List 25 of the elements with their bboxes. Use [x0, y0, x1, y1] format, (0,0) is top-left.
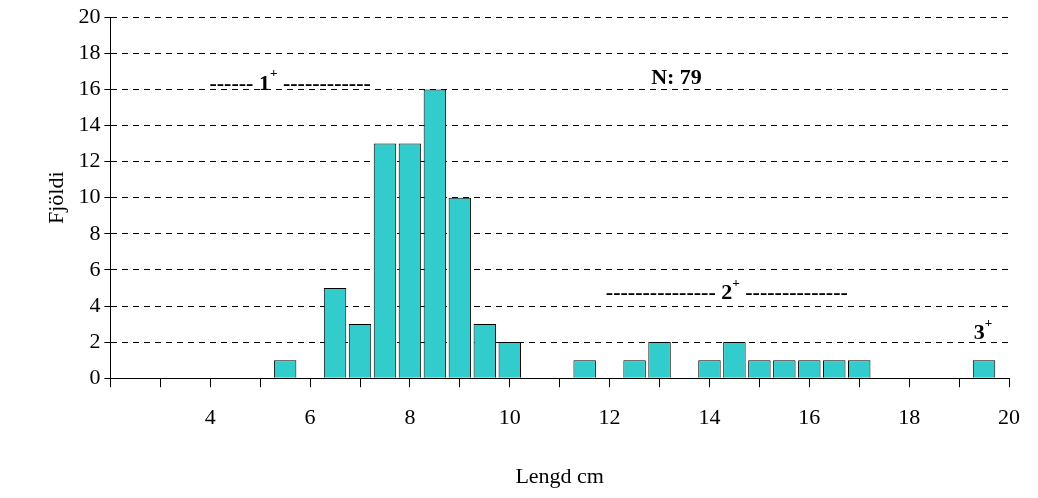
y-tick-label: 18	[78, 39, 101, 65]
annotation: 3+	[973, 314, 993, 344]
x-tick-label: 20	[998, 404, 1020, 430]
x-axis-title: Lengd cm	[515, 462, 604, 488]
y-tick-label: 12	[78, 147, 101, 173]
x-tick-label: 6	[304, 404, 316, 430]
x-tick-label: 16	[798, 404, 821, 430]
x-tick-label: 10	[498, 404, 521, 430]
y-axis-title: Fjöldi	[42, 171, 68, 224]
y-tick-label: 4	[89, 291, 101, 317]
y-tick-label: 10	[78, 183, 101, 209]
x-tick-label: 14	[698, 404, 721, 430]
y-tick-label: 20	[78, 2, 101, 28]
y-tick-label: 8	[89, 219, 101, 245]
y-tick-label: 6	[89, 255, 101, 281]
y-tick-label: 16	[78, 75, 101, 101]
y-tick-label: 0	[89, 363, 101, 389]
annotation: N: 79	[651, 64, 702, 90]
y-tick-label: 2	[89, 327, 101, 353]
x-tick-label: 12	[598, 404, 621, 430]
y-tick-label: 14	[78, 111, 101, 137]
annotation: --------------- 2+ --------------	[605, 274, 848, 305]
x-tick-label: 18	[898, 404, 921, 430]
x-tick-label: 8	[404, 404, 416, 430]
x-tick-label: 4	[204, 404, 216, 430]
